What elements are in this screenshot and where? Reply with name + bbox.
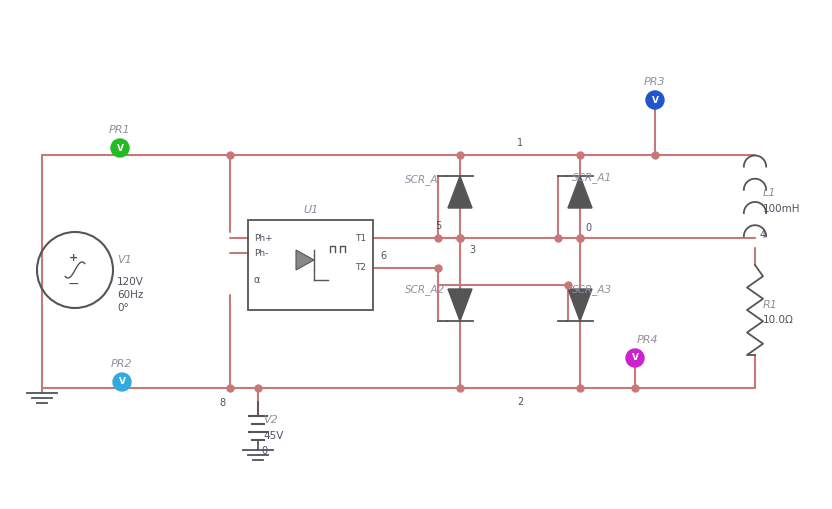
Polygon shape xyxy=(448,176,472,208)
Text: 10.0Ω: 10.0Ω xyxy=(763,315,794,325)
Text: T2: T2 xyxy=(355,264,366,272)
Text: −: − xyxy=(67,277,79,291)
Text: 4: 4 xyxy=(760,230,766,240)
Circle shape xyxy=(646,91,664,109)
Text: SCR_A3: SCR_A3 xyxy=(572,285,612,295)
Text: 6: 6 xyxy=(380,251,386,261)
Text: 120V: 120V xyxy=(117,277,144,287)
Text: PR4: PR4 xyxy=(637,335,659,345)
Circle shape xyxy=(113,373,131,391)
Text: V: V xyxy=(118,378,126,386)
Text: SCR_A1: SCR_A1 xyxy=(572,173,612,183)
Text: V2: V2 xyxy=(263,415,278,425)
Text: 60Hz: 60Hz xyxy=(117,290,143,300)
Polygon shape xyxy=(568,289,592,321)
Polygon shape xyxy=(568,176,592,208)
Text: 0: 0 xyxy=(585,223,591,233)
Polygon shape xyxy=(296,250,314,270)
Text: 3: 3 xyxy=(469,245,475,255)
Text: α: α xyxy=(254,275,260,285)
Text: U1: U1 xyxy=(303,205,318,215)
Text: 100mH: 100mH xyxy=(763,204,800,214)
Polygon shape xyxy=(448,289,472,321)
Text: PR2: PR2 xyxy=(111,359,133,369)
Text: 8: 8 xyxy=(219,398,225,408)
Text: SCR_A: SCR_A xyxy=(405,175,438,185)
Text: 1: 1 xyxy=(517,138,523,148)
Text: 0°: 0° xyxy=(117,303,129,313)
Circle shape xyxy=(626,349,644,367)
Text: R1: R1 xyxy=(763,300,778,310)
Text: 0: 0 xyxy=(261,446,267,456)
Bar xyxy=(248,220,373,310)
Text: T1: T1 xyxy=(355,234,366,242)
Circle shape xyxy=(111,139,129,157)
Text: Ph+: Ph+ xyxy=(254,234,273,242)
Text: Ph-: Ph- xyxy=(254,248,269,258)
Text: PR1: PR1 xyxy=(109,125,131,135)
Text: V: V xyxy=(631,353,638,362)
Text: V1: V1 xyxy=(117,255,131,265)
Text: V: V xyxy=(116,144,123,153)
Text: 5: 5 xyxy=(435,221,441,231)
Text: PR3: PR3 xyxy=(644,77,666,87)
Text: 2: 2 xyxy=(517,397,523,407)
Text: SCR_A2: SCR_A2 xyxy=(405,285,445,295)
Text: 45V: 45V xyxy=(263,431,284,441)
Text: L1: L1 xyxy=(763,188,776,198)
Text: +: + xyxy=(68,253,77,263)
Text: V: V xyxy=(651,96,658,104)
